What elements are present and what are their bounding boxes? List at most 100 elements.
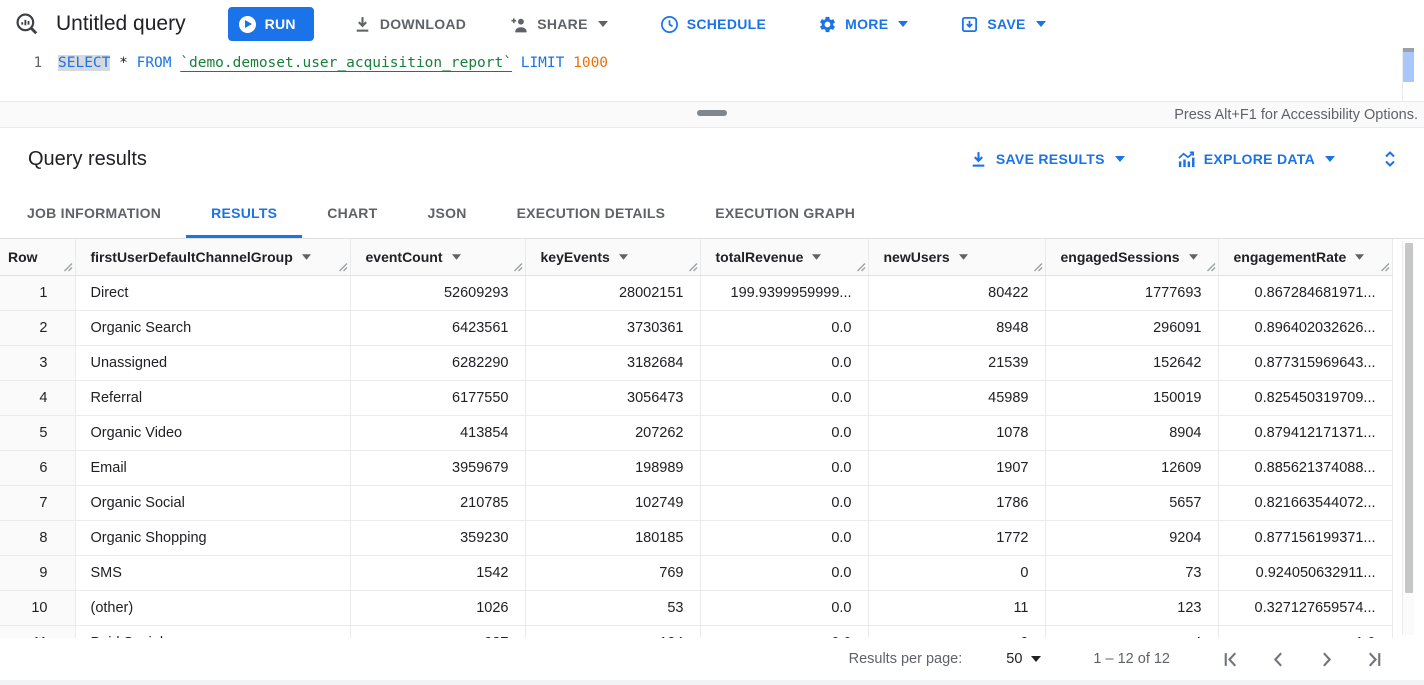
page-size-select[interactable]: 50: [1006, 651, 1042, 667]
column-label: firstUserDefaultChannelGroup: [90, 248, 293, 265]
table-cell: 0.0: [700, 520, 869, 555]
first-page-icon: [1224, 651, 1236, 667]
row-number-cell: 9: [0, 555, 76, 590]
column-header-engagedSessions[interactable]: engagedSessions: [1045, 239, 1219, 276]
column-resize-grip[interactable]: [856, 262, 866, 272]
collapse-panel-button[interactable]: [1374, 143, 1406, 175]
horizontal-scrollbar-track[interactable]: [0, 680, 1424, 685]
next-page-button[interactable]: [1306, 641, 1346, 677]
save-results-icon: [972, 151, 985, 167]
save-results-button[interactable]: SAVE RESULTS: [956, 141, 1138, 177]
column-header-keyEvents[interactable]: keyEvents: [525, 239, 701, 276]
gear-icon: [820, 16, 836, 32]
bigquery-query-icon: [16, 13, 38, 35]
tab-execution-graph[interactable]: EXECUTION GRAPH: [715, 204, 856, 221]
table-header-row: Row firstUserDefaultChannelGroup eventCoun…: [0, 239, 1393, 276]
column-header-eventCount[interactable]: eventCount: [350, 239, 526, 276]
table-cell: 1907: [868, 450, 1046, 485]
table-row: 3 Unassigned 6282290 3182684 0.0 21539 152642 0…: [0, 345, 1393, 380]
results-grid: Row firstUserDefaultChannelGroup eventCoun…: [0, 239, 1424, 638]
editor-results-divider: Press Alt+F1 for Accessibility Options.: [0, 101, 1424, 128]
last-page-button[interactable]: [1354, 641, 1394, 677]
column-resize-grip[interactable]: [1380, 262, 1390, 272]
tab-json[interactable]: JSON: [427, 204, 467, 221]
table-cell: 123: [1045, 590, 1219, 625]
table-cell: 0.0: [700, 590, 869, 625]
table-cell: 0.327127659574...: [1218, 590, 1393, 625]
column-resize-grip[interactable]: [63, 262, 73, 272]
run-button[interactable]: RUN: [227, 7, 314, 41]
column-header-newUsers[interactable]: newUsers: [868, 239, 1046, 276]
table-cell: 152642: [1045, 345, 1219, 380]
table-cell: 0.0: [700, 485, 869, 520]
table-cell: Unassigned: [75, 345, 351, 380]
column-header-firstUserDefaultChannelGroup[interactable]: firstUserDefaultChannelGroup: [75, 239, 351, 276]
table-cell: 937: [350, 625, 526, 638]
person-add-icon: [511, 17, 527, 32]
results-scrollbar-thumb[interactable]: [1405, 243, 1413, 593]
more-button[interactable]: MORE: [805, 6, 921, 42]
column-resize-grip[interactable]: [338, 262, 348, 272]
explore-data-label: EXPLORE DATA: [1203, 151, 1315, 167]
table-cell: 1772: [868, 520, 1046, 555]
page-range-label: 1 – 12 of 12: [1093, 651, 1170, 667]
table-cell: 8948: [868, 310, 1046, 345]
table-cell: 3730361: [525, 310, 701, 345]
table-cell: 769: [525, 555, 701, 590]
table-cell: 0.0: [700, 625, 869, 638]
editor-scrollbar[interactable]: [1402, 48, 1414, 101]
share-button[interactable]: SHARE: [497, 6, 621, 42]
table-cell: 150019: [1045, 380, 1219, 415]
line-number: 1: [33, 55, 42, 71]
explore-data-button[interactable]: EXPLORE DATA: [1164, 141, 1348, 177]
column-resize-grip[interactable]: [688, 262, 698, 272]
table-cell: Organic Video: [75, 415, 351, 450]
save-button[interactable]: SAVE: [947, 6, 1058, 42]
previous-page-button[interactable]: [1258, 641, 1298, 677]
results-vertical-scrollbar[interactable]: [1402, 241, 1414, 635]
first-page-button[interactable]: [1210, 641, 1250, 677]
tab-chart[interactable]: CHART: [327, 204, 378, 221]
sql-editor[interactable]: 1 SELECT * FROM `demo.demoset.user_acqui…: [0, 48, 1424, 101]
download-button[interactable]: DOWNLOAD: [340, 6, 479, 42]
table-cell: 9: [868, 625, 1046, 638]
table-cell: 45989: [868, 380, 1046, 415]
editor-scrollbar-thumb[interactable]: [1403, 52, 1414, 82]
table-cell: 8904: [1045, 415, 1219, 450]
table-cell: 0.0: [700, 345, 869, 380]
tab-results[interactable]: RESULTS: [186, 190, 303, 238]
tab-job-information[interactable]: JOB INFORMATION: [27, 204, 162, 221]
tab-execution-details[interactable]: EXECUTION DETAILS: [516, 204, 666, 221]
column-header-totalRevenue[interactable]: totalRevenue: [700, 239, 869, 276]
sql-code-line[interactable]: SELECT * FROM `demo.demoset.user_acquisi…: [58, 48, 608, 101]
column-header-engagementRate[interactable]: engagementRate: [1218, 239, 1393, 276]
table-reference-link[interactable]: `demo.demoset.user_acquisition_report`: [180, 55, 512, 71]
table-cell: Organic Social: [75, 485, 351, 520]
panel-resize-handle[interactable]: [697, 110, 727, 116]
accessibility-hint: Press Alt+F1 for Accessibility Options.: [1174, 106, 1418, 123]
column-resize-grip[interactable]: [513, 262, 523, 272]
column-resize-grip[interactable]: [1033, 262, 1043, 272]
sort-caret-icon: [451, 254, 461, 260]
table-cell: 53: [525, 590, 701, 625]
unfold-chevrons-icon: [1385, 151, 1395, 167]
table-cell: 11: [868, 590, 1046, 625]
table-cell: 6177550: [350, 380, 526, 415]
table-cell: 198989: [525, 450, 701, 485]
table-row: 7 Organic Social 210785 102749 0.0 1786 5657 0.…: [0, 485, 1393, 520]
table-cell: 1.0: [1218, 625, 1393, 638]
table-cell: 0.877315969643...: [1218, 345, 1393, 380]
sort-caret-icon: [812, 254, 822, 260]
table-cell: 1786: [868, 485, 1046, 520]
chevron-right-icon: [1322, 651, 1331, 667]
table-cell: 0.877156199371...: [1218, 520, 1393, 555]
chevron-down-icon: [1325, 156, 1335, 162]
column-label: engagementRate: [1233, 248, 1347, 265]
table-cell: 413854: [350, 415, 526, 450]
column-resize-grip[interactable]: [1206, 262, 1216, 272]
table-cell: 3182684: [525, 345, 701, 380]
table-cell: 52609293: [350, 275, 526, 310]
schedule-button[interactable]: SCHEDULE: [647, 6, 779, 42]
row-number-cell: 4: [0, 380, 76, 415]
sql-token: FROM: [136, 55, 172, 71]
